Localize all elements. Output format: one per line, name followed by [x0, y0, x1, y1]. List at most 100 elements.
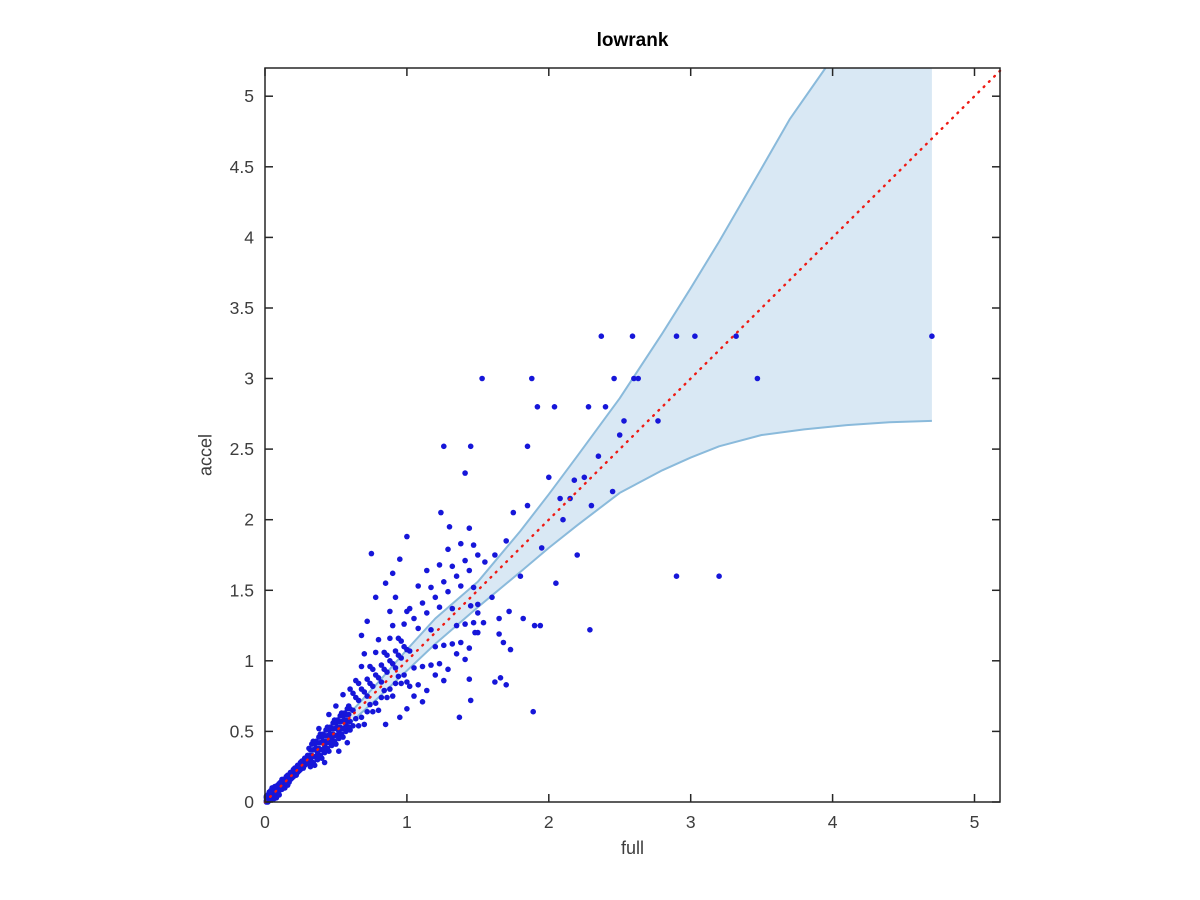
data-point: [475, 610, 481, 616]
data-point: [530, 708, 536, 715]
data-point: [456, 714, 463, 721]
data-point: [411, 693, 417, 699]
data-point: [436, 604, 443, 610]
data-point: [492, 552, 498, 558]
data-point: [466, 645, 473, 651]
data-point: [415, 583, 422, 589]
data-point: [467, 603, 474, 609]
data-point: [387, 686, 393, 692]
data-point: [432, 594, 439, 601]
data-point: [616, 432, 623, 438]
data-point: [401, 672, 407, 678]
data-point: [275, 782, 281, 788]
data-point: [392, 665, 399, 671]
data-point: [347, 686, 353, 692]
y-axis-ticks: [265, 95, 1000, 803]
data-point: [387, 635, 393, 642]
data-point: [479, 375, 485, 382]
data-point: [372, 594, 379, 601]
data-point: [557, 495, 563, 502]
data-point: [673, 333, 680, 340]
data-point: [406, 683, 413, 690]
data-point: [350, 690, 356, 697]
data-point: [470, 584, 477, 591]
data-point: [445, 588, 451, 595]
data-point: [336, 748, 342, 754]
data-point: [432, 643, 439, 650]
data-point: [345, 711, 352, 718]
data-point: [453, 573, 460, 579]
chart-title: lowrank: [596, 30, 669, 51]
data-point: [462, 470, 468, 476]
data-point: [321, 759, 328, 766]
data-point: [574, 552, 580, 558]
data-point: [428, 584, 434, 591]
data-point: [378, 694, 385, 701]
data-point: [496, 631, 502, 637]
data-point: [466, 676, 473, 682]
data-point: [585, 404, 592, 410]
data-point: [392, 594, 399, 601]
data-point: [609, 488, 616, 495]
data-point: [453, 622, 460, 629]
data-point: [419, 663, 426, 670]
data-point: [446, 524, 453, 530]
svg-text:4: 4: [244, 227, 254, 247]
data-point: [355, 697, 362, 704]
data-point: [507, 646, 514, 653]
plot-box: [264, 67, 1001, 803]
data-point: [458, 583, 464, 589]
data-point: [503, 538, 510, 544]
data-point: [436, 660, 443, 667]
data-point: [475, 552, 481, 558]
data-point: [387, 608, 393, 615]
data-point: [355, 680, 362, 687]
data-point: [631, 375, 637, 382]
data-point: [333, 703, 339, 709]
data-point: [716, 573, 722, 579]
data-point: [284, 782, 291, 788]
data-point: [441, 677, 447, 684]
data-point: [546, 474, 552, 481]
data-point: [358, 632, 365, 639]
data-point: [470, 542, 477, 548]
data-point: [404, 679, 410, 685]
data-point: [470, 619, 477, 626]
data-point: [553, 580, 559, 586]
data-point: [503, 682, 510, 688]
data-point: [489, 594, 495, 601]
data-point: [441, 443, 447, 450]
data-point: [392, 648, 399, 654]
data-point: [449, 563, 456, 570]
data-point: [538, 545, 545, 551]
data-point: [389, 570, 396, 577]
data-point: [404, 533, 410, 540]
confidence-band-lower-edge: [264, 419, 932, 803]
data-point: [482, 559, 488, 565]
data-point: [424, 687, 430, 694]
svg-text:2: 2: [244, 510, 254, 530]
data-point: [419, 600, 426, 606]
data-point: [449, 605, 456, 612]
data-point: [406, 648, 413, 654]
data-point: [497, 675, 504, 681]
data-point: [358, 714, 365, 721]
data-point: [375, 675, 382, 681]
data-point: [276, 792, 283, 798]
data-point: [307, 763, 314, 770]
data-point: [524, 502, 531, 509]
data-point: [587, 627, 593, 633]
data-point: [319, 755, 325, 761]
data-point: [378, 679, 385, 685]
svg-text:4.5: 4.5: [230, 157, 254, 177]
data-point: [406, 605, 413, 612]
data-point: [462, 621, 468, 627]
data-point: [364, 676, 371, 682]
data-point: [692, 333, 698, 340]
data-point: [370, 683, 376, 690]
data-point: [355, 723, 362, 729]
data-point: [472, 629, 478, 636]
data-point: [326, 711, 332, 718]
data-point: [415, 682, 422, 688]
data-point: [581, 474, 588, 481]
